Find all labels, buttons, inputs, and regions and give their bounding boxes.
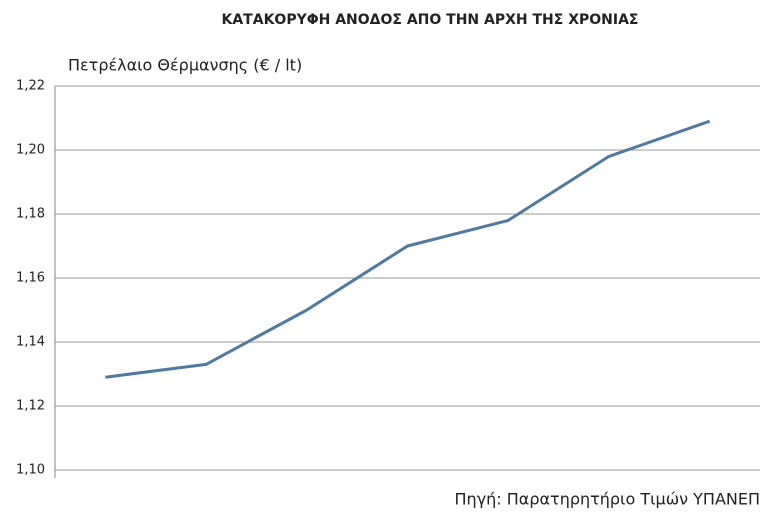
y-tick-label: 1,20 — [16, 143, 45, 158]
y-tick-label: 1,14 — [16, 335, 45, 350]
y-tick-label: 1,22 — [16, 79, 45, 94]
y-tick-label: 1,10 — [16, 463, 45, 478]
y-axis-label: Πετρέλαιο Θέρμανσης (€ / lt) — [68, 56, 302, 75]
y-tick-label: 1,18 — [16, 207, 45, 222]
y-tick-label: 1,16 — [16, 271, 45, 286]
data-line — [105, 119, 711, 379]
chart-title: ΚΑΤΑΚΟΡΥΦΗ ΑΝΟΔΟΣ ΑΠΟ ΤΗΝ ΑΡΧΗ ΤΗΣ ΧΡΟΝΙ… — [222, 12, 639, 28]
y-tick-label: 1,12 — [16, 399, 45, 414]
source-note: Πηγή: Παρατηρητήριο Τιμών ΥΠΑΝΕΠ — [455, 490, 760, 509]
